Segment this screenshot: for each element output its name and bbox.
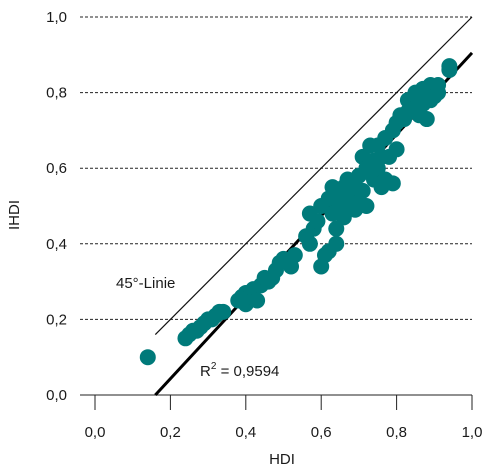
y-tick-label: 1,0 (46, 9, 67, 26)
scatter-point (215, 303, 232, 320)
scatter-point (358, 198, 375, 214)
y-axis-label: IHDI (6, 200, 23, 230)
gridlines: 0,0 0,2 0,4 0,6 0,8 1,0 (46, 9, 472, 404)
y-tick-label: 0,2 (46, 311, 67, 328)
r-squared-value: = 0,9594 (216, 363, 279, 380)
scatter-point (139, 349, 156, 366)
reference-line-45 (154, 16, 473, 335)
y-tick-label: 0,6 (46, 160, 67, 177)
scatter-point (301, 235, 318, 252)
scatter-point (388, 141, 405, 158)
x-axis: 0,0 0,2 0,4 0,6 0,8 1,0 (80, 394, 483, 441)
x-tick-label: 0,0 (85, 424, 106, 441)
scatter-point (328, 220, 345, 237)
r-squared-sup: 2 (211, 361, 217, 372)
scatter-point (430, 77, 447, 94)
x-tick-label: 0,6 (311, 424, 332, 441)
y-tick-label: 0,4 (46, 236, 67, 253)
scatter-point (249, 292, 266, 309)
x-tick-label: 0,2 (160, 424, 181, 441)
y-tick-label: 0,0 (46, 387, 67, 404)
scatter-point (286, 247, 303, 264)
reference-line-label: 45°-Linie (116, 275, 175, 292)
scatter-point (418, 111, 435, 128)
x-tick-label: 0,4 (235, 424, 256, 441)
x-tick-label: 1,0 (462, 424, 483, 441)
y-tick-label: 0,8 (46, 85, 67, 102)
scatter-point (441, 58, 458, 75)
scatter-point (328, 235, 345, 252)
chart-labels: IHDI HDI 45°-Linie R2 = 0,9594 (6, 200, 295, 468)
x-axis-label: HDI (269, 451, 295, 468)
r-squared-label: R2 = 0,9594 (200, 361, 279, 380)
scatter-point (354, 182, 371, 199)
data-points (139, 58, 458, 366)
scatter-point (384, 175, 401, 192)
x-tick-label: 0,8 (386, 424, 407, 441)
scatter-point (309, 213, 326, 230)
r-squared-prefix: R (200, 363, 211, 380)
